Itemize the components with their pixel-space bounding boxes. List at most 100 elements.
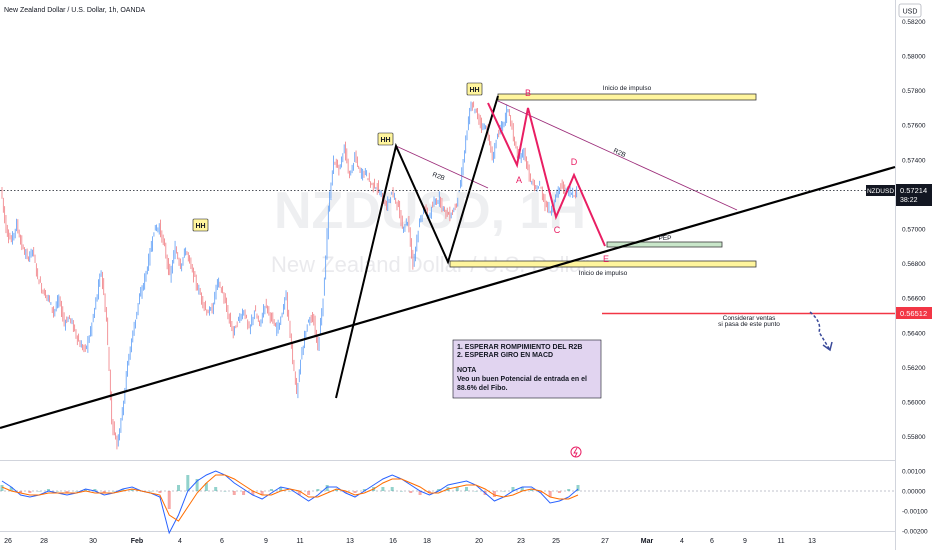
macd-pane[interactable] bbox=[0, 461, 895, 531]
hh-badge-2[interactable] bbox=[377, 132, 394, 146]
wave-c-label: C bbox=[554, 225, 561, 235]
time-tick-label: 18 bbox=[423, 538, 431, 545]
impulse-zigzag[interactable] bbox=[335, 95, 499, 399]
macd-histogram-bar bbox=[37, 491, 41, 492]
macd-histogram-bar bbox=[279, 487, 283, 491]
price-tick-label: 0.56400 bbox=[902, 330, 926, 337]
support-trendline[interactable] bbox=[0, 165, 896, 430]
price-axis[interactable]: 0.58200 0.58000 0.57800 0.57600 0.57400 0.572… bbox=[902, 19, 926, 441]
macd-histogram-bar bbox=[46, 489, 50, 491]
macd-histogram-bar bbox=[269, 489, 273, 491]
note-line-4: Veo un buen Potencial de entrada en el bbox=[457, 376, 587, 383]
note-line-3: NOTA bbox=[457, 367, 476, 374]
note-box[interactable] bbox=[452, 339, 602, 399]
lightning-icon-glyph bbox=[573, 447, 578, 458]
macd-histogram-bar bbox=[502, 491, 506, 492]
macd-histogram-bar bbox=[84, 489, 88, 491]
r2b-line-big[interactable] bbox=[497, 100, 738, 211]
symbol-badge-label: NZDUSD bbox=[867, 188, 894, 195]
macd-series bbox=[0, 470, 580, 535]
time-tick-label: 30 bbox=[89, 538, 97, 545]
time-tick-label: 9 bbox=[264, 538, 268, 545]
time-axis[interactable]: 26 28 30 Feb 4 6 9 11 13 16 18 20 23 25 27 Mar 4 6 9 11 13 bbox=[4, 538, 816, 545]
macd-histogram-bar bbox=[334, 489, 338, 491]
macd-tick-label: 0.00000 bbox=[902, 489, 926, 496]
macd-tick-label: -0.00200 bbox=[902, 529, 928, 536]
price-tick-label: 0.56600 bbox=[902, 296, 926, 303]
currency-button[interactable] bbox=[898, 3, 922, 18]
macd-histogram-bar bbox=[437, 489, 441, 491]
hh-badge-1[interactable] bbox=[192, 218, 209, 232]
hh-label-3: HH bbox=[469, 87, 479, 94]
macd-histogram-bar bbox=[130, 489, 134, 491]
note-line-1: 1. ESPERAR ROMPIMIENTO DEL R2B bbox=[457, 344, 582, 351]
macd-histogram-bar bbox=[0, 485, 4, 491]
inicio-impulso-zone-bottom[interactable] bbox=[449, 260, 757, 268]
macd-histogram-bar bbox=[167, 491, 171, 509]
macd-histogram-bar bbox=[56, 491, 60, 492]
hh-badge-3[interactable] bbox=[466, 82, 483, 96]
price-tick-label: 0.57400 bbox=[902, 157, 926, 164]
macd-histogram-bar bbox=[65, 491, 69, 493]
current-price-badge bbox=[896, 184, 932, 206]
price-tick-label: 0.56200 bbox=[902, 365, 926, 372]
macd-histogram-bar bbox=[557, 491, 561, 493]
time-tick-label: 11 bbox=[777, 538, 784, 545]
lightning-icon[interactable] bbox=[570, 446, 582, 458]
time-tick-label: 26 bbox=[4, 538, 12, 545]
price-tick-label: 0.56000 bbox=[902, 400, 926, 407]
macd-histogram-bar bbox=[195, 479, 199, 491]
macd-histogram-bar bbox=[344, 491, 348, 493]
price-tick-label: 0.57800 bbox=[902, 88, 926, 95]
macd-histogram-bar bbox=[307, 491, 311, 495]
wave-abcde-line[interactable] bbox=[487, 102, 606, 247]
wave-d-label: D bbox=[571, 157, 578, 167]
inicio-impulso-zone-top[interactable] bbox=[497, 93, 757, 101]
macd-histogram-bar bbox=[465, 487, 469, 491]
macd-histogram-bar bbox=[316, 489, 320, 491]
projection-arrow[interactable] bbox=[809, 311, 831, 351]
price-tick-label: 0.57000 bbox=[902, 227, 926, 234]
time-tick-label: Feb bbox=[131, 538, 143, 545]
macd-histogram-bar bbox=[409, 491, 413, 493]
macd-histogram-bar bbox=[492, 491, 496, 497]
macd-histogram-bar bbox=[381, 487, 385, 491]
macd-histogram-bar bbox=[149, 491, 153, 492]
price-series bbox=[1, 101, 578, 450]
symbol-badge bbox=[866, 185, 895, 196]
time-tick-label: 27 bbox=[601, 538, 609, 545]
hh-label-1: HH bbox=[195, 223, 205, 230]
macd-signal-line bbox=[1, 474, 579, 522]
macd-histogram-bar bbox=[567, 489, 571, 491]
pep-label: PEP bbox=[658, 235, 671, 242]
time-tick-label: 16 bbox=[389, 538, 397, 545]
macd-histogram-bar bbox=[242, 491, 246, 495]
projection-arrowhead bbox=[822, 341, 833, 352]
macd-histogram-bar bbox=[232, 491, 236, 495]
price-tick-label: 0.55800 bbox=[902, 434, 926, 441]
macd-histogram-bar bbox=[251, 491, 255, 495]
time-tick-label: 28 bbox=[40, 538, 48, 545]
price-tick-label: 0.58200 bbox=[902, 19, 926, 26]
time-tick-label: 11 bbox=[296, 538, 303, 545]
macd-histogram-bar bbox=[474, 491, 478, 492]
main-pane[interactable] bbox=[0, 0, 895, 460]
macd-axis[interactable]: 0.00100 0.00000 -0.00100 -0.00200 bbox=[902, 469, 928, 536]
macd-histogram-bar bbox=[214, 487, 218, 491]
current-price-value: 0.57214 bbox=[900, 186, 927, 195]
note-line-5: 88.6% del Fibo. bbox=[457, 385, 508, 392]
macd-histogram-bar bbox=[121, 489, 125, 491]
macd-histogram-bar bbox=[455, 487, 459, 491]
macd-histogram-bar bbox=[9, 487, 13, 491]
macd-histogram-bar bbox=[353, 491, 357, 493]
price-tick-label: 0.57600 bbox=[902, 123, 926, 130]
hh-label-2: HH bbox=[380, 137, 390, 144]
considerar-label-2: si pasa de este punto bbox=[718, 321, 780, 328]
time-tick-label: 4 bbox=[680, 538, 684, 545]
price-tick-label: 0.58000 bbox=[902, 54, 926, 61]
pep-zone[interactable] bbox=[606, 241, 723, 248]
macd-histogram-bar bbox=[576, 485, 580, 491]
macd-tick-label: -0.00100 bbox=[902, 509, 928, 516]
macd-histogram-bar bbox=[186, 475, 190, 491]
